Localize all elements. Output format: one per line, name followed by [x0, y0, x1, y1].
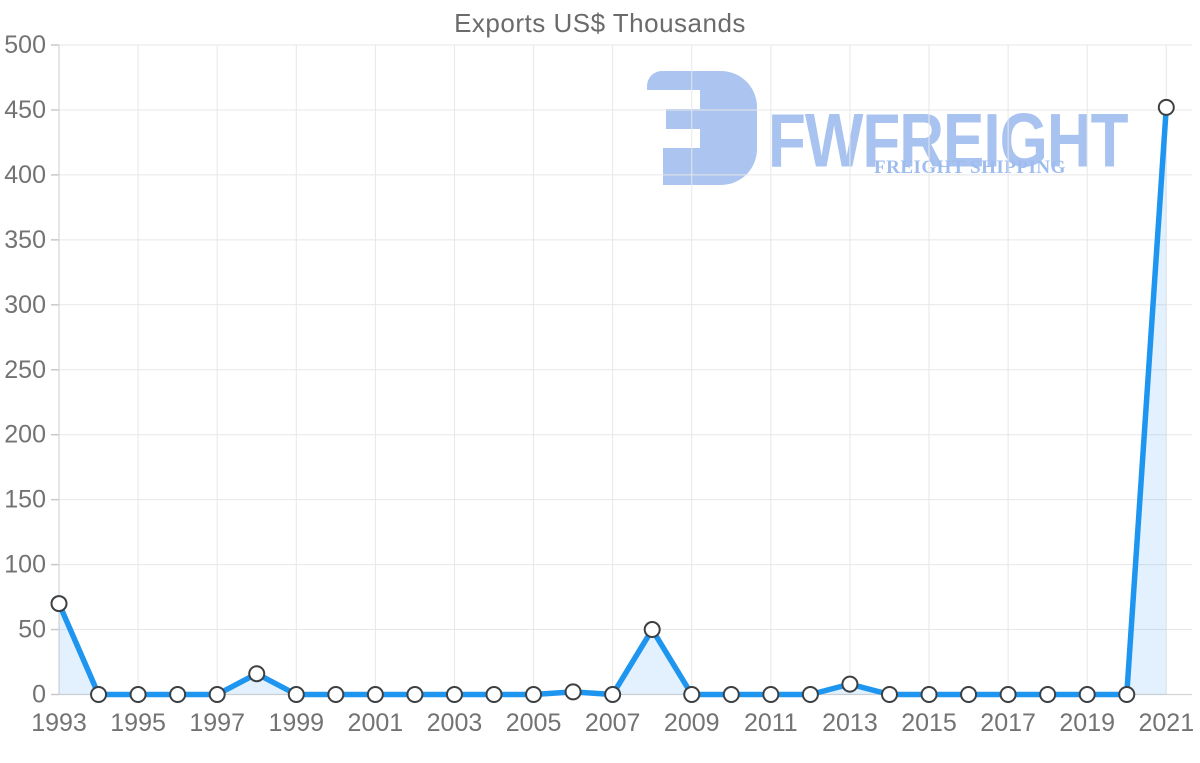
data-point-2008[interactable]	[643, 621, 661, 639]
data-point-2004[interactable]	[485, 686, 503, 703]
data-point-2015[interactable]	[920, 686, 938, 703]
chart-title: Exports US$ Thousands	[454, 8, 746, 38]
data-point-2012[interactable]	[801, 686, 819, 703]
axis-label-layer: 0 50 100 150 200 250 300 350 400 450 500 1993 1995 19…	[4, 31, 1194, 737]
y-axis-label-400: 400	[4, 161, 46, 189]
data-point-2016[interactable]	[960, 686, 978, 703]
data-point-2003[interactable]	[445, 686, 463, 703]
y-axis-label-350: 350	[4, 226, 46, 254]
x-axis-label-1999: 1999	[268, 709, 324, 737]
x-axis-label-2021: 2021	[1138, 709, 1194, 737]
y-axis-label-100: 100	[4, 551, 46, 579]
x-axis-label-2005: 2005	[506, 709, 562, 737]
x-axis-label-2001: 2001	[348, 709, 404, 737]
data-point-1998[interactable]	[248, 665, 266, 683]
data-point-1994[interactable]	[90, 686, 108, 703]
y-axis-label-150: 150	[4, 486, 46, 514]
y-axis-label-200: 200	[4, 421, 46, 449]
data-point-2019[interactable]	[1078, 686, 1096, 703]
y-axis-label-50: 50	[18, 616, 46, 644]
x-axis-label-1997: 1997	[189, 709, 245, 737]
data-point-1999[interactable]	[287, 686, 305, 703]
x-axis-label-2013: 2013	[822, 709, 878, 737]
x-axis-label-2011: 2011	[744, 709, 798, 737]
data-point-2000[interactable]	[327, 686, 345, 703]
fwfreight-logo-icon	[647, 71, 757, 185]
data-point-2018[interactable]	[1039, 686, 1057, 703]
x-axis-label-2007: 2007	[585, 709, 641, 737]
data-point-2002[interactable]	[406, 686, 424, 703]
data-point-2014[interactable]	[880, 686, 898, 703]
x-axis-label-1993: 1993	[31, 709, 87, 737]
data-point-1997[interactable]	[208, 686, 226, 703]
data-point-2001[interactable]	[366, 686, 384, 703]
data-point-2005[interactable]	[525, 686, 543, 703]
x-axis-label-2019: 2019	[1059, 709, 1115, 737]
data-point-2006[interactable]	[564, 683, 582, 701]
data-point-2011[interactable]	[762, 686, 780, 703]
data-point-1993[interactable]	[50, 595, 68, 613]
data-point-2020[interactable]	[1118, 686, 1136, 703]
grid-layer	[51, 44, 1192, 696]
data-point-2017[interactable]	[999, 686, 1017, 703]
data-point-2009[interactable]	[683, 686, 701, 703]
x-axis-label-2003: 2003	[427, 709, 483, 737]
data-point-2007[interactable]	[604, 686, 622, 703]
data-point-2010[interactable]	[722, 686, 740, 703]
x-axis-label-2017: 2017	[980, 709, 1036, 737]
y-axis-label-500: 500	[4, 31, 46, 59]
y-axis-label-300: 300	[4, 291, 46, 319]
data-point-2013[interactable]	[841, 675, 859, 693]
logo-subtitle: FREIGHT SHIPPING	[874, 157, 1066, 178]
y-axis-label-0: 0	[32, 681, 46, 709]
x-axis-label-2015: 2015	[901, 709, 957, 737]
data-point-1996[interactable]	[169, 686, 187, 703]
series-layer	[50, 98, 1175, 703]
y-axis-label-250: 250	[4, 356, 46, 384]
logo-title: FWFREIGHT	[768, 99, 1128, 184]
x-axis-label-2009: 2009	[664, 709, 720, 737]
data-point-1995[interactable]	[129, 686, 147, 703]
y-axis-label-450: 450	[4, 96, 46, 124]
x-axis-label-1995: 1995	[110, 709, 166, 737]
data-point-2021[interactable]	[1157, 98, 1175, 116]
